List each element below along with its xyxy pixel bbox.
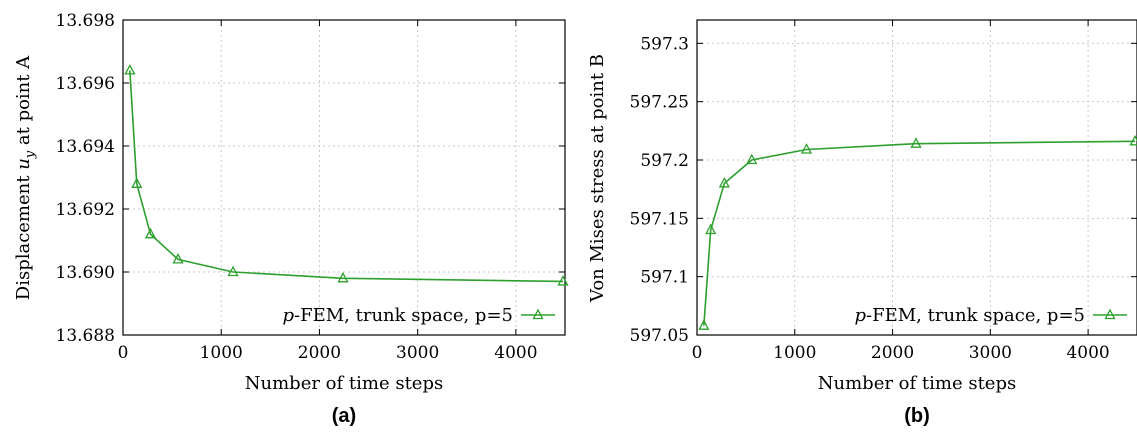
series	[698, 134, 1137, 330]
y-tick-label: 13.692	[56, 200, 115, 220]
legend-label-italic: p	[855, 305, 867, 326]
data-point-marker	[718, 176, 730, 188]
grid	[697, 20, 1137, 335]
y-tick-label: 597.05	[630, 326, 689, 346]
triangle-marker-icon	[1104, 308, 1116, 320]
x-tick-label: 3000	[396, 343, 439, 363]
y-axis-title-prefix: Displacement	[13, 170, 34, 300]
legend: p-FEM, trunk space, p=5	[283, 305, 555, 326]
legend-label-rest: -FEM, trunk space, p=5	[866, 305, 1085, 326]
data-point-marker	[131, 177, 143, 188]
y-tick-label: 597.25	[630, 93, 689, 113]
data-point-marker	[698, 319, 710, 330]
panel-caption: (a)	[332, 405, 356, 427]
series	[124, 64, 569, 286]
data-point-marker	[800, 143, 813, 154]
data-point-marker	[557, 275, 569, 286]
x-tick-label: 2000	[871, 343, 914, 363]
y-axis-title: Displacement uy at point A	[13, 55, 38, 300]
x-tick-label: 0	[692, 343, 703, 363]
data-point-marker	[144, 227, 157, 239]
chart-panel-a: 0 1000 2000 3000 4000 13.688 13.690 13.692 13.69…	[13, 11, 569, 427]
legend-label: p-FEM, trunk space, p=5	[855, 305, 1086, 326]
chart-panel-b: 0 1000 2000 3000 4000597.05597.1597.15597.25…	[587, 19, 1137, 427]
panel-caption: (b)	[904, 405, 930, 427]
legend-label-italic: p	[283, 305, 295, 326]
y-axis-title-prefix: Von Mises stress at point B	[587, 54, 608, 303]
data-point-marker	[172, 253, 184, 264]
y-axis-title-subscript: y	[23, 150, 38, 159]
x-tick-label: 0	[118, 343, 129, 363]
series-line	[129, 70, 564, 283]
y-axis-title: Von Mises stress at point B	[587, 54, 608, 303]
y-axis-title-variable: u	[13, 158, 34, 170]
data-point-marker	[124, 64, 136, 75]
x-tick-label: 4000	[1066, 343, 1109, 363]
y-tick-label: 597.1	[640, 268, 689, 288]
plot-frame	[122, 19, 566, 336]
triangle-marker-icon	[532, 308, 544, 320]
y-tick-label: 13.688	[56, 326, 115, 346]
y-tick-label: 13.696	[56, 74, 115, 94]
y-tick-label: 597.2	[640, 151, 689, 171]
data-point-marker	[910, 137, 922, 148]
y-tick-label: 597.15	[630, 209, 689, 229]
y-tick-label: 597.3	[640, 34, 689, 54]
x-axis-title: Number of time steps	[818, 373, 1016, 394]
x-tick-label: 2000	[298, 343, 341, 363]
data-point-marker	[337, 271, 349, 283]
x-tick-label: 4000	[494, 343, 537, 363]
y-tick-label: 13.694	[56, 137, 115, 157]
data-point-marker	[705, 223, 717, 235]
y-tick-label: 13.690	[56, 263, 115, 283]
x-tick-label: 1000	[773, 343, 816, 363]
y-tick-label: 13.698	[56, 11, 115, 31]
legend: p-FEM, trunk space, p=5	[855, 305, 1127, 326]
x-tick-label: 1000	[200, 343, 243, 363]
grid	[123, 20, 565, 335]
y-axis-title-suffix: at point A	[13, 55, 34, 151]
x-tick-label: 3000	[969, 343, 1012, 363]
plot-frame	[696, 19, 1137, 336]
series-line	[703, 140, 1136, 326]
data-point-marker	[746, 153, 758, 165]
legend-label: p-FEM, trunk space, p=5	[283, 305, 514, 326]
x-axis-title: Number of time steps	[245, 373, 443, 394]
data-point-marker	[227, 265, 239, 277]
legend-label-rest: -FEM, trunk space, p=5	[294, 305, 513, 326]
data-point-marker	[1129, 134, 1137, 146]
